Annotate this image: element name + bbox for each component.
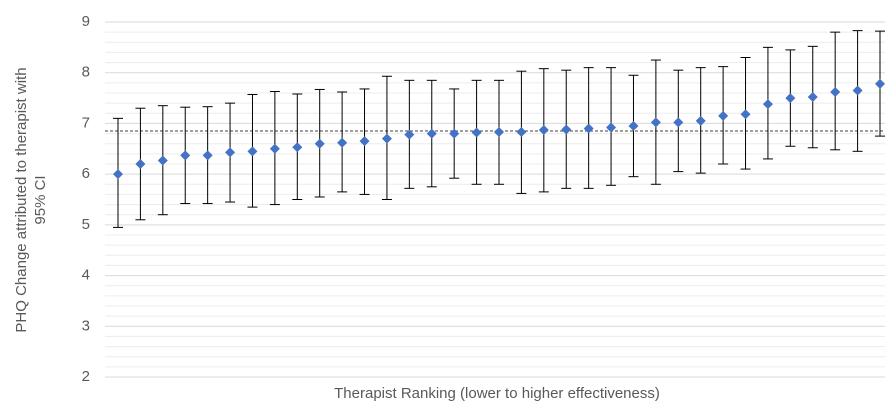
point	[807, 92, 818, 103]
y-tick-label: 3	[82, 317, 90, 334]
y-tick-label: 9	[82, 13, 90, 30]
point	[381, 133, 392, 144]
point	[269, 143, 280, 154]
y-tick-label: 6	[82, 165, 90, 182]
point	[516, 127, 527, 138]
point	[426, 128, 437, 139]
point	[404, 129, 415, 140]
point	[538, 125, 549, 136]
point	[628, 120, 639, 131]
point	[449, 128, 460, 139]
point	[852, 85, 863, 96]
point	[471, 127, 482, 138]
point	[673, 117, 684, 128]
point	[202, 150, 213, 161]
y-axis-title-group: PHQ Change attributed to therapist with …	[13, 67, 49, 332]
point	[247, 146, 258, 157]
point	[785, 93, 796, 104]
point	[113, 169, 123, 180]
point	[314, 138, 325, 149]
point	[606, 122, 617, 133]
y-tick-label: 5	[82, 216, 90, 233]
point	[740, 109, 751, 120]
point	[561, 124, 572, 135]
y-tick-label: 7	[82, 114, 90, 131]
y-axis-title: 95% CI	[32, 175, 49, 224]
point	[359, 136, 370, 147]
point	[225, 147, 236, 158]
point	[583, 123, 594, 134]
point	[180, 150, 191, 161]
point	[292, 142, 303, 153]
point	[695, 115, 706, 126]
point	[762, 99, 773, 110]
point	[337, 137, 348, 148]
point	[718, 110, 729, 121]
point	[830, 86, 841, 97]
point	[157, 155, 168, 166]
point	[650, 117, 661, 128]
y-tick-label: 2	[82, 368, 90, 385]
x-axis-title: Therapist Ranking (lower to higher effec…	[334, 385, 660, 402]
y-axis-title: PHQ Change attributed to therapist with	[13, 67, 30, 332]
point	[875, 78, 885, 89]
point	[494, 127, 504, 138]
y-tick-label: 4	[82, 267, 90, 284]
y-tick-label: 8	[82, 64, 90, 81]
point	[135, 159, 146, 169]
